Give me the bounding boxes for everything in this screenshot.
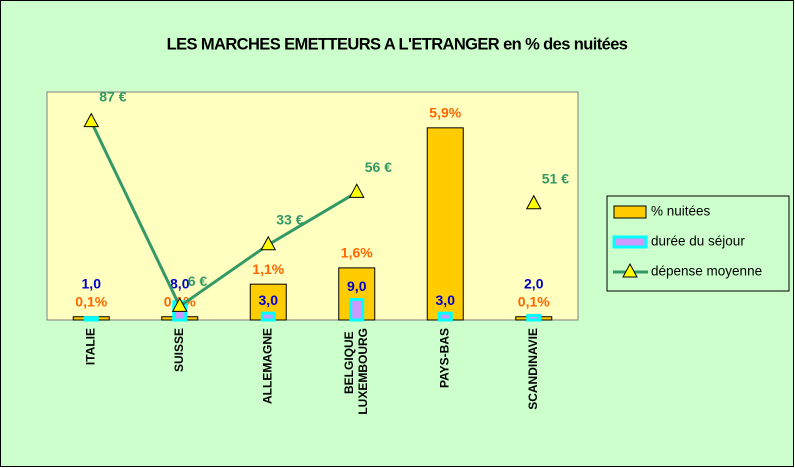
data-label: 8,0	[170, 275, 190, 291]
data-label: 5,9%	[429, 105, 461, 121]
bar	[349, 297, 365, 322]
data-label: 3,0	[436, 292, 456, 308]
marker	[83, 112, 100, 128]
marker	[525, 194, 542, 210]
legend-swatch	[612, 235, 648, 249]
x-tick-label: ALLEMAGNE	[260, 328, 274, 404]
plot-area	[46, 91, 579, 321]
marker	[171, 297, 188, 312]
legend-swatch	[622, 262, 638, 278]
x-tick-label: SUISSE	[172, 328, 186, 372]
marker	[260, 235, 277, 251]
x-tick-label: SCANDINAVIE	[526, 328, 540, 410]
data-label: 87 €	[99, 88, 126, 104]
bar	[426, 127, 464, 321]
data-label: 0,1%	[518, 293, 550, 309]
bar	[526, 313, 542, 322]
data-label: 2,0	[524, 275, 544, 291]
x-tick-label: BELGIQUE LUXEMBOURG	[342, 328, 370, 415]
data-label: 9,0	[347, 278, 367, 294]
data-label: 1,6%	[341, 245, 373, 261]
data-label: 1,0	[82, 275, 102, 291]
legend-label: durée du séjour	[651, 234, 745, 249]
bar	[260, 311, 276, 322]
marker	[348, 183, 365, 198]
x-tick-label: PAYS-BAS	[437, 328, 451, 388]
line	[89, 120, 358, 309]
data-label: 56 €	[365, 159, 392, 175]
data-label: 33 €	[276, 211, 303, 227]
data-label: 0,1%	[75, 293, 107, 309]
legend-swatch	[613, 205, 647, 219]
x-tick-label: ITALIE	[83, 328, 97, 365]
data-label: 6 €	[188, 273, 208, 289]
chart-title: LES MARCHES EMETTEURS A L'ETRANGER en % …	[167, 35, 628, 53]
data-label: 3,0	[259, 292, 279, 308]
bar	[83, 316, 99, 322]
legend-label: dépense moyenne	[651, 264, 762, 279]
data-label: 51 €	[542, 170, 569, 186]
legend-label: % nuitées	[651, 204, 711, 219]
data-label: 1,1%	[252, 261, 284, 277]
bar	[437, 311, 453, 322]
